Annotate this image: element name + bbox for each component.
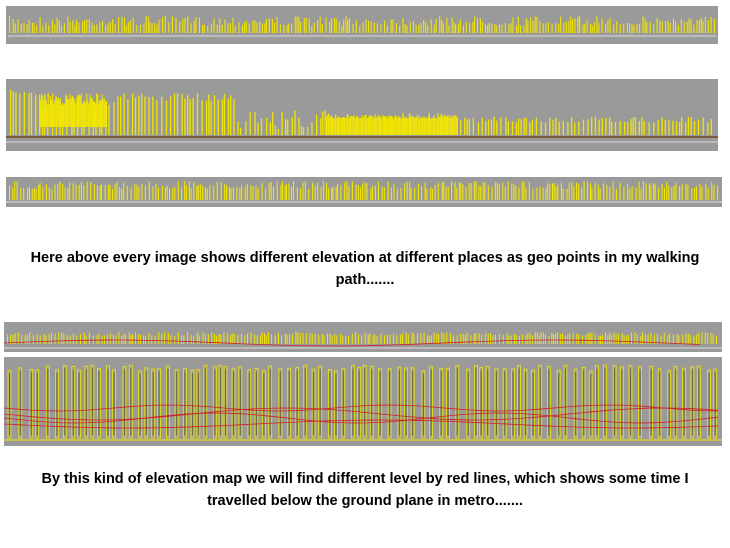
marker-drawing [4,364,722,441]
marker-drawing [8,16,716,37]
elevation-strip-1 [6,6,718,44]
marker-drawing [6,89,718,143]
caption-metro-levels: By this kind of elevation map we will fi… [41,471,689,509]
elevation-strip-3 [6,177,722,207]
elevation-strip-2 [6,79,718,151]
elevation-strip-5 [4,357,722,446]
elevation-strip-4 [4,322,722,352]
caption-walking-path: Here above every image shows different e… [30,250,700,288]
marker-drawing [6,181,722,203]
marker-drawing [4,332,722,349]
